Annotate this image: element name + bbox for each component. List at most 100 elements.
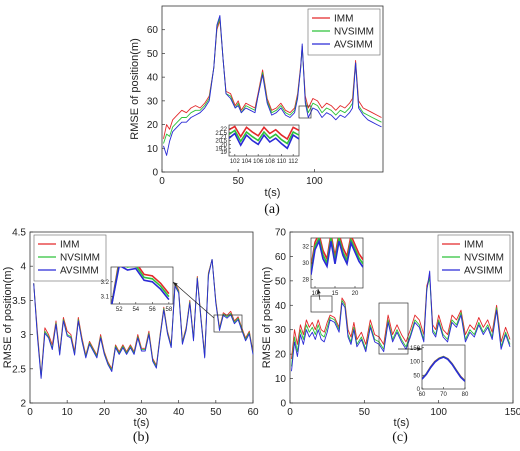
legend: IMM NVSIMM AVSIMM <box>33 234 107 282</box>
inset-y-tick-label: 0 <box>417 387 421 393</box>
chart-b: 0 10 20 30 40 50 60 2 2.5 3 3.5 4 4.5 t(s) RMSE of pos… <box>2 228 259 446</box>
series-line-avsimm <box>33 258 254 379</box>
inset-series-line <box>422 356 465 382</box>
chart-a: 0 50 100 0 10 20 30 40 50 60 t(s) RMSE of position(… <box>129 5 384 217</box>
y-tick-label: 40 <box>275 301 287 312</box>
inset-x-tick-label: 15 <box>332 291 339 297</box>
inset-x-tick-label: 56 <box>149 307 156 313</box>
legend-entry: AVSIMM <box>334 40 373 51</box>
inset-x-tick-label: 60 <box>419 392 426 398</box>
x-tick-label: 50 <box>359 407 371 418</box>
y-tick-label: 3.5 <box>12 296 26 307</box>
zoom-region-box <box>298 105 312 119</box>
legend-box <box>307 8 381 56</box>
zoom-region-box <box>310 295 333 313</box>
legend-box <box>437 234 511 282</box>
y-tick-label: 60 <box>275 252 287 263</box>
legend-box <box>33 234 107 282</box>
inset-series-line <box>229 129 299 145</box>
chart-caption: (c) <box>392 430 408 445</box>
inset-series-line <box>111 267 170 304</box>
inset-y-tick-label: 20 <box>220 142 227 148</box>
inset-x-tick-label: 58 <box>166 307 173 313</box>
inset-x-tick-label: 70 <box>440 392 447 398</box>
inset-y-tick-label: 21.5 <box>215 131 227 137</box>
legend-entry: IMM <box>464 240 483 251</box>
legend-entry: NVSIMM <box>464 253 504 264</box>
x-axis-label: t(s) <box>134 417 150 429</box>
inset-x-tick-label: 102 <box>230 159 241 165</box>
inset-x-tick-label: 104 <box>241 159 252 165</box>
inset-x-tick-label: 54 <box>132 307 139 313</box>
y-axis-label: RMSE of position(m) <box>129 38 141 139</box>
x-axis-label: t(s) <box>394 417 410 429</box>
inset-x-tick-label: 110 <box>277 159 287 165</box>
inset-series-line <box>111 267 170 304</box>
inset-y-tick-label: 22 <box>220 127 227 133</box>
zoom-arrow-head <box>417 347 422 351</box>
legend-entry: NVSIMM <box>334 27 374 38</box>
inset-series-line <box>111 267 170 304</box>
inset-series-line <box>229 125 299 141</box>
x-tick-label: 100 <box>430 407 447 418</box>
inset-plot: 52 54 56 58 3.1 3.2 <box>101 266 174 313</box>
inset-y-tick-label: 3.2 <box>101 280 110 286</box>
x-tick-label: 100 <box>306 176 323 187</box>
x-tick-label: 50 <box>233 176 245 187</box>
series-line-imm <box>291 275 511 360</box>
y-tick-label: 0 <box>280 399 286 410</box>
y-tick-label: 50 <box>147 49 159 60</box>
x-tick-label: 10 <box>62 407 74 418</box>
inset-area <box>421 344 466 390</box>
series-line-avsimm <box>291 270 511 372</box>
inset-y-tick-label: 19.5 <box>215 146 227 152</box>
y-tick-label: 50 <box>275 276 287 287</box>
x-tick-label: 0 <box>27 407 33 418</box>
x-tick-label: 0 <box>287 407 293 418</box>
zoom-arrow-head <box>316 289 321 294</box>
y-tick-label: 40 <box>147 73 159 84</box>
y-tick-label: 30 <box>275 325 287 336</box>
y-tick-label: 70 <box>275 228 287 239</box>
inset-y-tick-label: 32 <box>302 244 309 250</box>
inset-y-tick-label: 100 <box>410 360 421 366</box>
inset-x-tick-label: 112 <box>288 159 298 165</box>
y-tick-label: 30 <box>147 96 159 107</box>
y-tick-label: 10 <box>275 374 287 385</box>
legend-entry: IMM <box>334 14 353 25</box>
x-axis-label: t(s) <box>265 187 281 199</box>
y-tick-label: 60 <box>147 25 159 36</box>
inset-x-tick-label: 80 <box>462 392 469 398</box>
zoom-arrow-line <box>172 281 215 319</box>
inset-x-tick-label: 52 <box>116 307 123 313</box>
zoom-arrow-head <box>173 282 178 287</box>
y-tick-label: 4 <box>20 262 26 273</box>
series-line-imm <box>163 19 382 139</box>
y-tick-label: 10 <box>147 144 159 155</box>
legend-entry: IMM <box>60 240 79 251</box>
inset-x-tick-label: 106 <box>253 159 264 165</box>
inset-y-tick-label: 28 <box>302 278 309 284</box>
inset-x-tick-label: 10 <box>312 291 319 297</box>
inset-y-tick-label: 20.5 <box>215 139 227 145</box>
inset-y-tick-label: 19 <box>220 150 227 156</box>
legend: IMM NVSIMM AVSIMM <box>437 234 511 282</box>
y-axis-label: RMSE of position(m) <box>2 267 14 368</box>
y-tick-label: 2.5 <box>12 364 26 375</box>
x-tick-label: 50 <box>210 407 222 418</box>
y-axis-label: RMSE of position(m) <box>261 267 273 368</box>
inset-y-tick-label: 21 <box>220 135 227 141</box>
legend: IMM NVSIMM AVSIMM <box>307 8 381 56</box>
inset-x-tick-label: 108 <box>265 159 276 165</box>
y-tick-label: 3 <box>20 330 26 341</box>
x-tick-label: 60 <box>247 407 259 418</box>
y-tick-label: 20 <box>147 120 159 131</box>
inset-y-tick-label: 50 <box>413 373 420 379</box>
inset-series-line <box>311 238 363 275</box>
inset-plot: 10 15 20 28 30 32 <box>302 237 364 297</box>
zoom-region-box <box>378 302 409 355</box>
